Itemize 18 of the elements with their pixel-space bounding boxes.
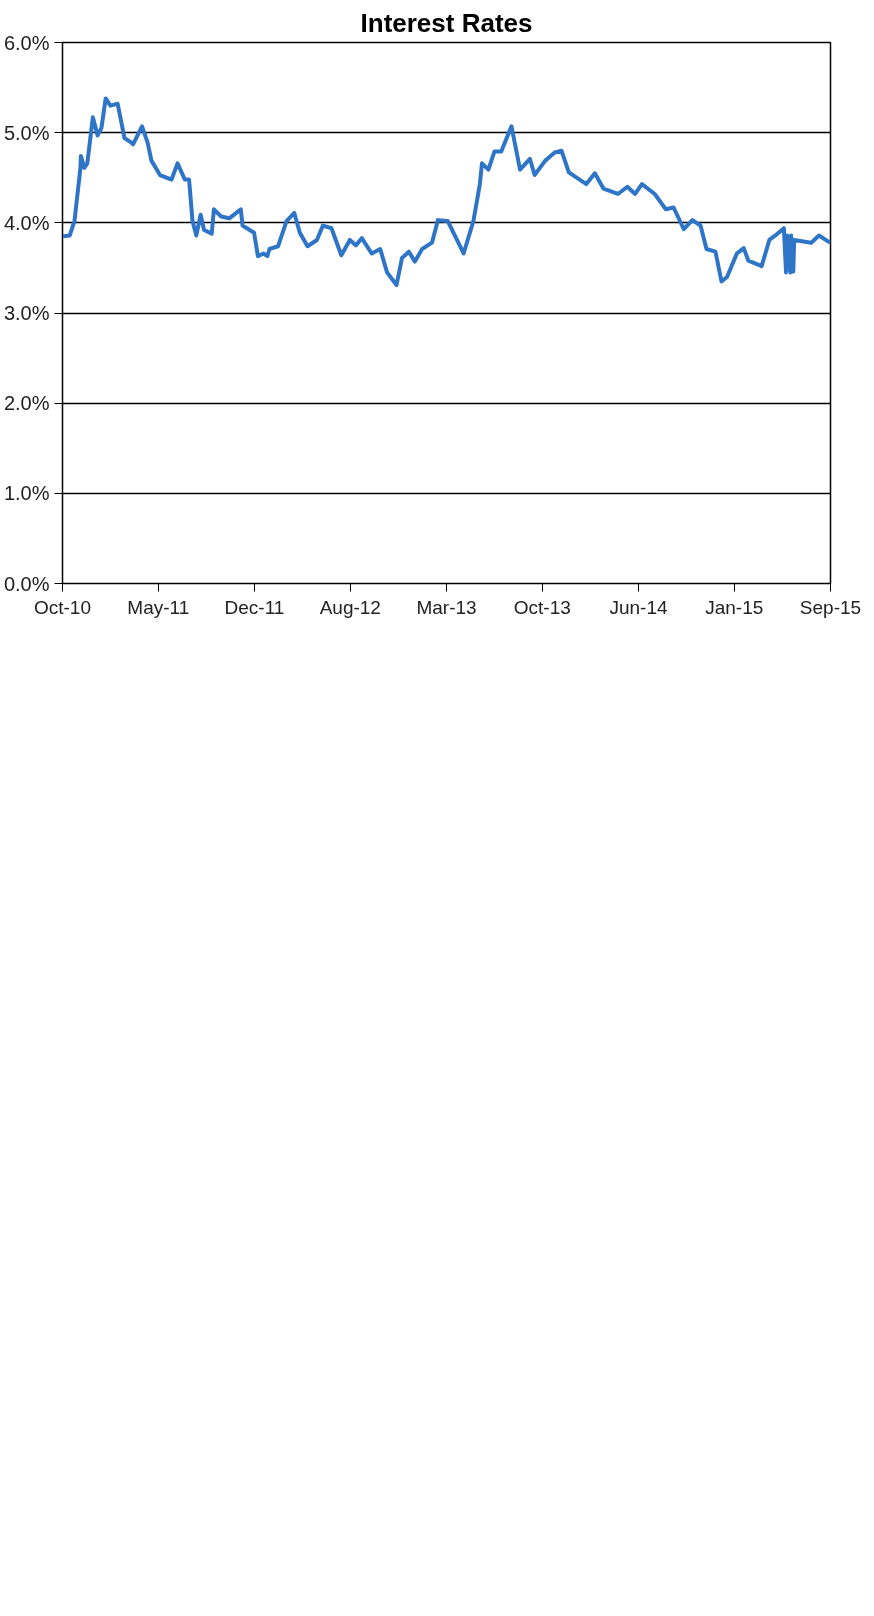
y-tick-label: 0.0% <box>3 572 50 595</box>
y-tick-label: 3.0% <box>3 302 50 324</box>
y-tick-label: 5.0% <box>3 121 50 144</box>
x-tick-label: Aug-12 <box>319 596 381 618</box>
x-tick-label: Mar-13 <box>416 596 477 618</box>
y-tick-label: 2.0% <box>3 392 50 415</box>
x-tick-label: Dec-11 <box>224 596 285 618</box>
x-tick-label: Jun-14 <box>609 596 668 618</box>
x-tick-label: Oct-13 <box>513 596 571 618</box>
x-tick-label: Oct-10 <box>33 596 92 618</box>
y-tick-label: 6.0% <box>3 31 50 54</box>
chart-title: Interest Rates <box>360 7 533 38</box>
x-tick-label: Jan-15 <box>705 596 764 618</box>
x-tick-label: May-11 <box>127 596 190 618</box>
y-tick-label: 4.0% <box>3 211 50 234</box>
x-tick-label: Sep-15 <box>799 596 862 618</box>
line-series <box>62 96 831 288</box>
y-tick-label: 1.0% <box>3 482 50 505</box>
